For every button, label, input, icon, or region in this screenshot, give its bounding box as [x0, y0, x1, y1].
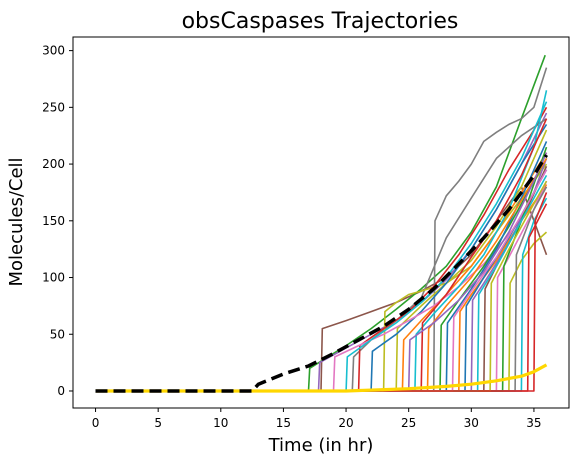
trajectory-line-26 [95, 157, 548, 392]
trajectory-line-13 [95, 101, 548, 392]
x-tick-label: 35 [526, 416, 541, 430]
y-tick-label: 300 [42, 44, 65, 58]
y-tick-label: 100 [42, 271, 65, 285]
x-tick-label: 25 [401, 416, 416, 430]
trajectory-line-5 [95, 67, 548, 392]
x-tick-label: 10 [213, 416, 228, 430]
y-tick-label: 150 [42, 214, 65, 228]
trajectory-line-2 [95, 54, 546, 392]
series-layer [95, 54, 548, 393]
x-tick-label: 20 [338, 416, 353, 430]
x-tick-label: 5 [154, 416, 162, 430]
y-tick-label: 0 [57, 384, 65, 398]
lower-bound-line [95, 363, 548, 393]
trajectory-line-1 [95, 186, 548, 392]
trajectory-line-14 [95, 118, 548, 392]
y-tick-label: 250 [42, 100, 65, 114]
trajectory-line-27 [95, 152, 548, 392]
x-axis-ticks: 0 5 10 15 20 25 30 35 [92, 408, 542, 430]
plot-area [95, 54, 548, 393]
trajectory-line-9 [95, 123, 548, 392]
trajectory-line-6 [95, 163, 548, 392]
y-axis-label: Molecules/Cell [6, 157, 27, 286]
x-tick-label: 0 [92, 416, 100, 430]
chart-title: obsCaspases Trajectories [182, 9, 459, 34]
x-tick-label: 30 [464, 416, 479, 430]
mean-trajectory-line [95, 154, 548, 393]
y-axis-ticks: 0 50 100 150 200 250 300 [42, 44, 73, 398]
x-axis-label: Time (in hr) [268, 435, 374, 456]
x-tick-label: 15 [276, 416, 291, 430]
plot-frame [72, 36, 570, 409]
y-tick-label: 50 [50, 327, 65, 341]
y-tick-label: 200 [42, 157, 65, 171]
